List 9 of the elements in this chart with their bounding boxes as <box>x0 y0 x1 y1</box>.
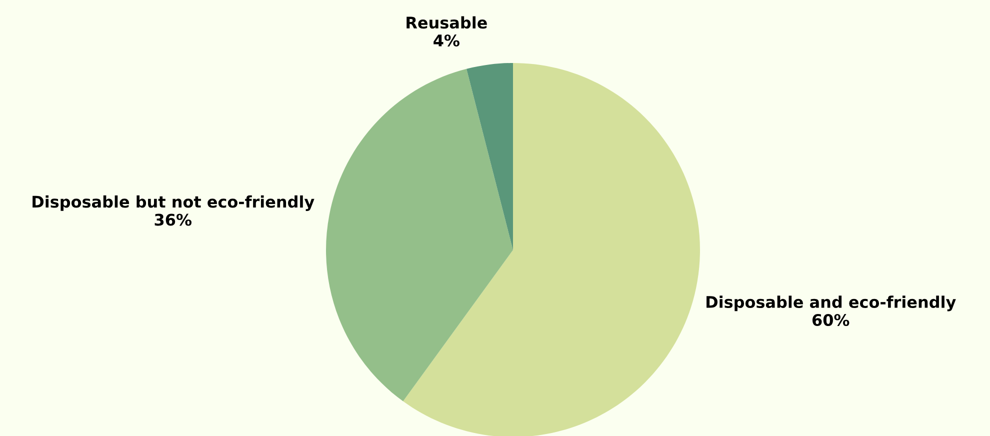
pie-slice <box>403 63 700 436</box>
slice-label: Reusable <box>406 16 487 29</box>
data-label: 60% <box>812 314 850 326</box>
data-label: 36% <box>154 214 192 226</box>
slice-label: Disposable but not eco-friendly <box>32 195 314 212</box>
data-label: 4% <box>434 34 460 47</box>
pie-slice <box>326 68 513 402</box>
pie-slice <box>466 63 513 250</box>
slice-label: Disposable and eco-friendly <box>706 296 956 312</box>
